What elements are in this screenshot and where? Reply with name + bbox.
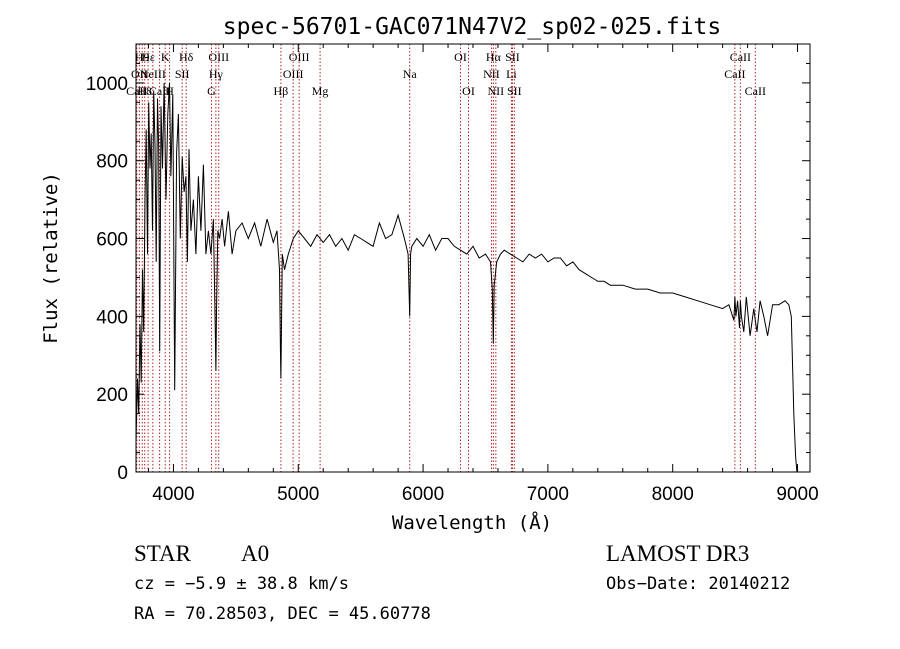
y-tick-label-5: 1000 [86, 74, 128, 95]
marker-label-4: Hε [141, 50, 155, 64]
marker-label-17: Mg [312, 84, 329, 98]
plot-frame [135, 43, 811, 473]
marker-label-24: SII [505, 50, 520, 64]
subclass-label: A0 [241, 541, 269, 566]
x-tick-label-4: 8000 [652, 484, 694, 505]
marker-label-18: Na [403, 67, 418, 81]
line-marker-labels: CaIIOIIH9H8HεNeIIICaIIKHSIIHδGHγOIIIHβOI… [126, 50, 766, 98]
marker-label-12: Hγ [209, 67, 224, 81]
x-tick-label-5: 9000 [776, 484, 818, 505]
x-tick-label-2: 6000 [402, 484, 444, 505]
marker-label-5: NeIII [140, 67, 166, 81]
marker-label-25: Li [506, 67, 517, 81]
marker-label-23: NII [488, 84, 505, 98]
class-label: STAR [134, 541, 192, 566]
spectrum-line [135, 82, 798, 473]
marker-label-13: OIII [208, 50, 229, 64]
marker-label-20: OI [462, 84, 475, 98]
marker-label-2: H9 [135, 50, 150, 64]
marker-label-27: CaII [724, 67, 745, 81]
marker-label-26: SII [507, 84, 522, 98]
y-tick-label-0: 0 [117, 463, 128, 484]
y-axis-ticks: 0 200 400 600 800 1000 [86, 43, 810, 484]
marker-label-16: OIII [289, 50, 310, 64]
y-axis-label: Flux (relative) [40, 172, 62, 344]
survey-label: LAMOST DR3 [606, 541, 749, 566]
x-axis-label: Wavelength (Å) [392, 511, 552, 534]
y-tick-label-2: 400 [96, 307, 128, 328]
velocity-text: cz = −5.9 ± 38.8 km/s [134, 574, 349, 594]
marker-label-3: H8 [137, 84, 152, 98]
marker-label-29: CaII [745, 84, 766, 98]
obs-date-text: Obs−Date: 20140212 [606, 574, 790, 594]
x-axis-ticks: 4000 5000 6000 7000 8000 9000 [147, 44, 819, 505]
marker-label-1: OII [131, 67, 148, 81]
marker-label-14: Hβ [274, 84, 289, 98]
line-markers [136, 44, 756, 472]
chart-title: spec-56701-GAC071N47V2_sp02-025.fits [223, 14, 722, 40]
marker-label-7: K [161, 50, 170, 64]
marker-label-21: NII [483, 67, 500, 81]
marker-label-15: OIII [283, 67, 304, 81]
y-tick-label-4: 800 [96, 152, 128, 173]
y-tick-label-1: 200 [96, 385, 128, 406]
marker-label-28: CaII [730, 50, 751, 64]
x-tick-label-3: 7000 [527, 484, 569, 505]
x-tick-label-1: 5000 [277, 484, 319, 505]
marker-label-11: G [207, 84, 216, 98]
marker-label-19: OI [454, 50, 467, 64]
marker-label-22: Hα [486, 50, 502, 64]
marker-label-9: SII [175, 67, 190, 81]
x-tick-label-0: 4000 [152, 484, 194, 505]
y-tick-label-3: 600 [96, 230, 128, 251]
marker-label-10: Hδ [179, 50, 194, 64]
marker-label-0: CaII [126, 84, 147, 98]
coords-text: RA = 70.28503, DEC = 45.60778 [134, 604, 431, 624]
